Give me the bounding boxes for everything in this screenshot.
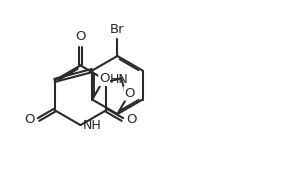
- Text: O: O: [124, 87, 134, 100]
- Text: O: O: [126, 113, 136, 126]
- Text: HN: HN: [109, 73, 128, 86]
- Text: Br: Br: [110, 23, 125, 36]
- Text: O: O: [75, 30, 86, 43]
- Text: O: O: [24, 113, 35, 126]
- Text: O: O: [99, 72, 109, 85]
- Text: NH: NH: [83, 119, 102, 132]
